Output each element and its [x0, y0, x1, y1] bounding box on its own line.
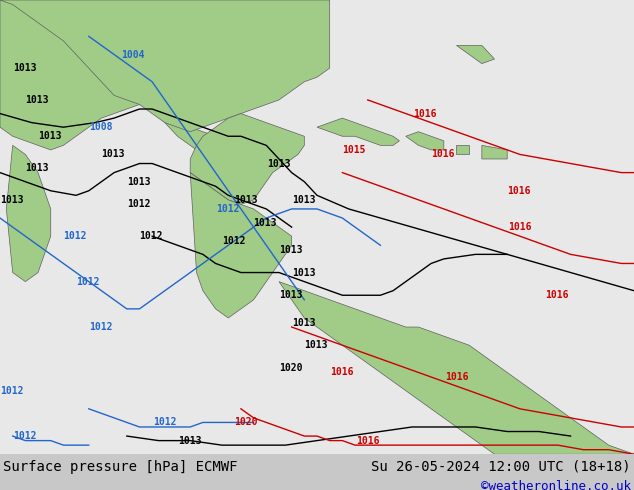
Text: 1013: 1013 [25, 95, 49, 105]
Text: 1016: 1016 [507, 186, 531, 196]
Text: 1013: 1013 [101, 149, 125, 159]
Polygon shape [0, 0, 634, 454]
Text: 1013: 1013 [25, 163, 49, 173]
Text: 1012: 1012 [63, 231, 87, 241]
Text: 1004: 1004 [121, 49, 145, 59]
Text: 1012: 1012 [127, 199, 150, 209]
Text: 1013: 1013 [279, 245, 302, 255]
Text: 1013: 1013 [0, 195, 23, 205]
Text: 1012: 1012 [139, 231, 163, 241]
Text: 1012: 1012 [153, 417, 177, 427]
Polygon shape [0, 0, 330, 132]
Text: Su 26-05-2024 12:00 UTC (18+18): Su 26-05-2024 12:00 UTC (18+18) [371, 460, 631, 474]
Text: 1016: 1016 [413, 109, 437, 119]
Text: 1012: 1012 [89, 322, 112, 332]
Text: 1012: 1012 [222, 236, 245, 246]
Polygon shape [406, 132, 444, 150]
Polygon shape [482, 146, 507, 159]
Text: 1008: 1008 [89, 122, 112, 132]
Polygon shape [317, 118, 399, 146]
Text: 1013: 1013 [178, 436, 202, 445]
Text: 1013: 1013 [127, 177, 150, 187]
Text: 1013: 1013 [254, 218, 277, 227]
Polygon shape [456, 46, 495, 64]
Polygon shape [6, 146, 51, 282]
Text: 1020: 1020 [279, 363, 302, 373]
Text: 1016: 1016 [330, 368, 353, 377]
Text: 1013: 1013 [279, 290, 302, 300]
Text: 1016: 1016 [508, 222, 532, 232]
Text: 1012: 1012 [13, 431, 37, 441]
Polygon shape [0, 0, 241, 164]
Text: ©weatheronline.co.uk: ©weatheronline.co.uk [481, 480, 631, 490]
Polygon shape [190, 114, 304, 204]
Text: 1012: 1012 [216, 204, 240, 214]
Text: 1016: 1016 [356, 436, 380, 445]
Text: 1013: 1013 [38, 131, 61, 141]
Text: 1012: 1012 [76, 277, 100, 287]
Text: 1013: 1013 [292, 195, 315, 205]
Polygon shape [279, 282, 634, 454]
Text: 1013: 1013 [292, 318, 315, 327]
Text: 1016: 1016 [431, 149, 455, 159]
Text: 1012: 1012 [0, 386, 23, 395]
Text: 1013: 1013 [235, 195, 258, 205]
Text: 1013: 1013 [13, 63, 36, 73]
Text: Surface pressure [hPa] ECMWF: Surface pressure [hPa] ECMWF [3, 460, 238, 474]
Text: 1020: 1020 [235, 417, 258, 427]
Polygon shape [190, 172, 292, 318]
Text: 1016: 1016 [444, 372, 469, 382]
Text: 1016: 1016 [545, 290, 569, 300]
Polygon shape [456, 146, 469, 154]
Text: 1013: 1013 [267, 159, 291, 169]
Text: 1013: 1013 [304, 340, 328, 350]
Text: 1013: 1013 [292, 268, 315, 277]
Text: 1015: 1015 [342, 145, 366, 155]
